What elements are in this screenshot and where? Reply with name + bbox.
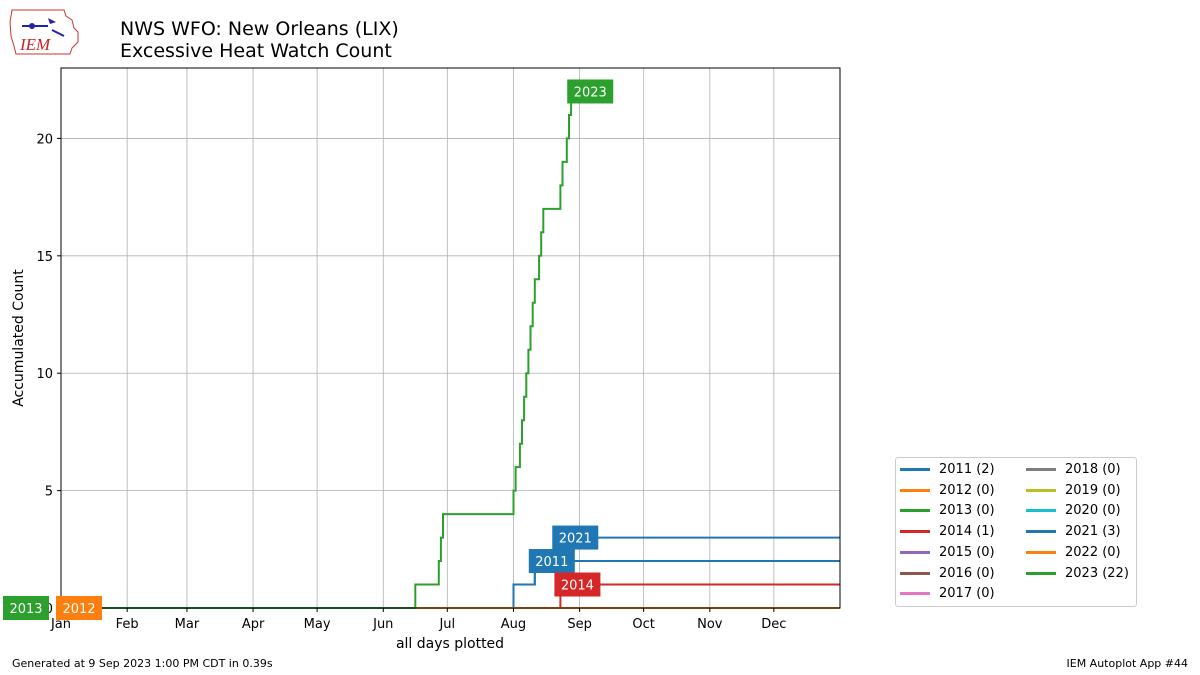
annotation-2011: 2011	[528, 549, 575, 574]
x-tick-label: Jun	[372, 617, 393, 632]
iowa-outline-shape	[9, 9, 79, 55]
x-tick-label: Mar	[175, 617, 200, 632]
legend-label: 2012 (0)	[939, 482, 995, 498]
legend-item: 2022 (0)	[1026, 545, 1121, 561]
footer-app: IEM Autoplot App #44	[1066, 657, 1189, 670]
x-tick-label: Oct	[632, 617, 654, 632]
legend-swatch	[900, 550, 930, 554]
legend-swatch	[900, 530, 930, 534]
legend-item: 2015 (0)	[900, 545, 995, 561]
x-tick-label: Aug	[501, 617, 526, 632]
legend-item: 2018 (0)	[1026, 462, 1121, 478]
annotation-2014: 2014	[554, 572, 601, 597]
y-tick-label: 5	[45, 485, 53, 500]
footer-generated: Generated at 9 Sep 2023 1:00 PM CDT in 0…	[12, 657, 273, 670]
grid-lines	[60, 68, 840, 609]
legend-item: 2013 (0)	[900, 503, 995, 519]
series-line-2023	[61, 90, 574, 609]
x-axis-label: all days plotted	[396, 636, 504, 652]
legend-label: 2013 (0)	[939, 503, 995, 519]
annotation-label: 2011	[535, 555, 568, 570]
x-tick-label: Apr	[242, 617, 265, 632]
legend-item: 2012 (0)	[900, 483, 995, 499]
plot-frame	[60, 67, 841, 609]
x-tick-label: Sep	[567, 617, 592, 632]
iem-logo: IEM	[9, 9, 79, 55]
legend-swatch	[1026, 550, 1056, 554]
annotation-2012: 2012	[56, 596, 102, 620]
legend-swatch	[1026, 530, 1056, 534]
x-tick-label: Dec	[761, 617, 786, 632]
annotation-label: 2014	[561, 579, 594, 594]
legend-item: 2021 (3)	[1026, 524, 1121, 540]
annotation-2013: 2013	[3, 596, 49, 620]
axis-ticks: JanFebMarAprMayJunJulAugSepOctNovDec0510…	[36, 132, 786, 632]
annotation-label: 2021	[559, 532, 592, 547]
legend-item: 2014 (1)	[900, 524, 995, 540]
series-line-2021	[61, 536, 840, 609]
y-axis-label: Accumulated Count	[11, 269, 27, 407]
legend-item: 2017 (0)	[900, 586, 995, 602]
x-tick-label: Feb	[116, 617, 139, 632]
legend-swatch	[1026, 468, 1056, 471]
chart-title-line1: NWS WFO: New Orleans (LIX)	[120, 18, 399, 40]
annotation-box	[567, 79, 614, 104]
annotation-box	[528, 549, 575, 574]
legend-swatch	[1026, 571, 1056, 575]
legend-swatch	[900, 509, 930, 513]
legend-swatch	[900, 571, 930, 575]
x-tick-label: May	[304, 617, 331, 632]
legend-swatch	[1026, 509, 1056, 513]
y-tick-label: 20	[36, 132, 53, 147]
annotation-label: 2013	[9, 602, 42, 617]
legend-item: 2020 (0)	[1026, 503, 1121, 519]
legend-swatch	[1026, 488, 1056, 492]
legend-label: 2017 (0)	[939, 586, 995, 602]
legend-label: 2019 (0)	[1065, 482, 1121, 498]
annotation-label: 2012	[62, 602, 95, 617]
chart-title-line2: Excessive Heat Watch Count	[120, 40, 392, 62]
legend-label: 2011 (2)	[939, 462, 995, 477]
legend-item: 2011 (2)	[900, 462, 995, 478]
annotation-2023: 2023	[567, 79, 614, 104]
legend-label: 2014 (1)	[939, 524, 995, 540]
annotation-box	[554, 572, 601, 597]
legend-label: 2022 (0)	[1065, 544, 1121, 560]
legend-label: 2023 (22)	[1065, 565, 1129, 581]
legend-label: 2016 (0)	[939, 565, 995, 581]
legend-label: 2021 (3)	[1065, 524, 1121, 540]
legend-item: 2019 (0)	[1026, 483, 1121, 499]
annotation-label: 2023	[574, 85, 607, 100]
x-tick-label: Nov	[697, 617, 723, 632]
legend-swatch	[900, 592, 930, 596]
x-tick-label: Jan	[50, 617, 71, 632]
x-tick-label: Jul	[438, 617, 455, 632]
annotation-2021: 2021	[552, 525, 599, 550]
chart-legend: 2011 (2) 2012 (0) 2013 (0) 2014 (1) 2015 (0)…	[895, 457, 1137, 607]
logo-text: IEM	[19, 35, 51, 54]
y-tick-label: 15	[36, 250, 53, 265]
annotation-box	[3, 596, 49, 620]
legend-label: 2018 (0)	[1065, 462, 1121, 477]
series-annotations: 2023 2021 2011 2014 2013 2012	[3, 79, 614, 620]
legend-label: 2020 (0)	[1065, 503, 1121, 519]
y-tick-label: 10	[36, 367, 53, 382]
series-lines	[61, 90, 840, 609]
legend-item: 2016 (0)	[900, 566, 995, 582]
annotation-box	[552, 525, 599, 550]
legend-swatch	[900, 488, 930, 492]
legend-label: 2015 (0)	[939, 544, 995, 560]
legend-item: 2023 (22)	[1026, 566, 1129, 582]
legend-swatch	[900, 468, 930, 471]
series-line-2014	[61, 583, 840, 609]
annotation-box	[56, 596, 102, 620]
